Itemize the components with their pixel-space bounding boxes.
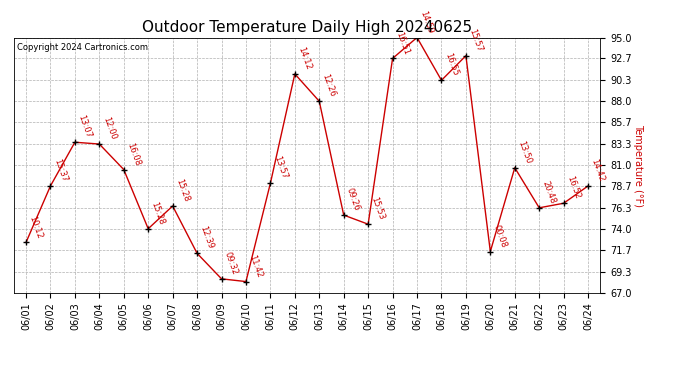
Title: Outdoor Temperature Daily High 20240625: Outdoor Temperature Daily High 20240625: [142, 20, 472, 35]
Text: 13:50: 13:50: [516, 140, 533, 165]
Text: 16:08: 16:08: [125, 141, 142, 167]
Text: 13:07: 13:07: [77, 114, 93, 140]
Text: 16:51: 16:51: [394, 30, 411, 56]
Text: 16:52: 16:52: [565, 175, 582, 201]
Text: 09:26: 09:26: [345, 187, 362, 212]
Text: Copyright 2024 Cartronics.com: Copyright 2024 Cartronics.com: [17, 43, 148, 52]
Text: 09:32: 09:32: [223, 251, 239, 276]
Y-axis label: Temperature (°F): Temperature (°F): [633, 123, 643, 207]
Text: 13:57: 13:57: [272, 155, 288, 180]
Text: 15:53: 15:53: [370, 196, 386, 221]
Text: 15:28: 15:28: [150, 201, 166, 226]
Text: 11:42: 11:42: [247, 254, 264, 279]
Text: 00:08: 00:08: [492, 223, 509, 249]
Text: 12:26: 12:26: [321, 73, 337, 99]
Text: 14:59: 14:59: [418, 9, 435, 35]
Text: 16:55: 16:55: [443, 52, 460, 78]
Text: 14:42: 14:42: [589, 158, 606, 183]
Text: 14:12: 14:12: [296, 46, 313, 71]
Text: 12:39: 12:39: [199, 225, 215, 251]
Text: 15:37: 15:37: [52, 158, 68, 183]
Text: 12:00: 12:00: [101, 116, 117, 141]
Text: 20:48: 20:48: [540, 180, 558, 205]
Text: 10:12: 10:12: [28, 214, 44, 240]
Text: 15:57: 15:57: [467, 27, 484, 53]
Text: 15:28: 15:28: [174, 178, 190, 203]
